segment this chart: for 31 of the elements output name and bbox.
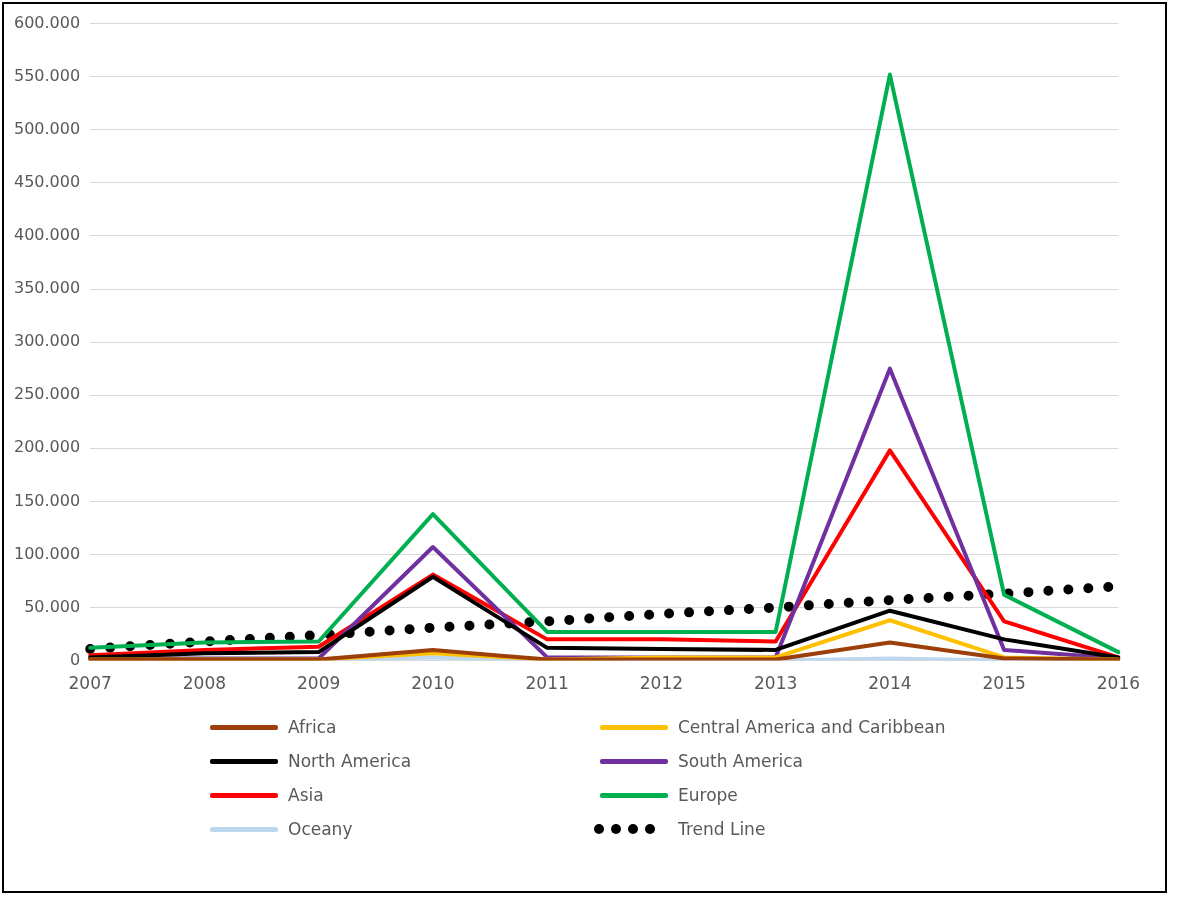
y-tick-label: 50.000 bbox=[24, 596, 81, 616]
legend-label: Africa bbox=[288, 717, 337, 737]
y-tick-label: 500.000 bbox=[13, 118, 81, 138]
x-tick-label: 2011 bbox=[525, 673, 569, 694]
y-tick-label: 450.000 bbox=[13, 172, 81, 192]
y-tick-label: 300.000 bbox=[13, 331, 81, 351]
x-tick-label: 2015 bbox=[982, 673, 1026, 694]
x-tick-label: 2016 bbox=[1096, 673, 1140, 694]
y-tick-label: 600.000 bbox=[13, 12, 81, 32]
y-tick-label: 200.000 bbox=[13, 437, 81, 457]
y-tick-label: 400.000 bbox=[13, 225, 81, 245]
x-tick-label: 2007 bbox=[68, 673, 112, 694]
y-tick-label: 350.000 bbox=[13, 278, 81, 298]
y-tick-label: 100.000 bbox=[13, 543, 81, 563]
legend-label: South America bbox=[678, 751, 803, 771]
y-tick-label: 250.000 bbox=[13, 384, 81, 404]
legend-label: Asia bbox=[288, 785, 324, 805]
legend-label: Oceany bbox=[288, 819, 353, 839]
legend-label: Trend Line bbox=[678, 819, 766, 839]
y-tick-label: 150.000 bbox=[13, 490, 81, 510]
x-tick-label: 2008 bbox=[182, 673, 227, 694]
x-tick-label: 2013 bbox=[754, 673, 798, 694]
x-tick-label: 2009 bbox=[297, 673, 341, 694]
x-tick-label: 2012 bbox=[639, 673, 684, 694]
legend-label: Europe bbox=[678, 785, 738, 805]
y-tick-label: 0 bbox=[69, 649, 81, 669]
legend-label: Central America and Caribbean bbox=[678, 717, 946, 737]
legend-label: North America bbox=[288, 751, 412, 771]
y-tick-label: 550.000 bbox=[13, 65, 81, 85]
x-tick-label: 2014 bbox=[868, 673, 912, 694]
x-tick-label: 2010 bbox=[411, 673, 455, 694]
